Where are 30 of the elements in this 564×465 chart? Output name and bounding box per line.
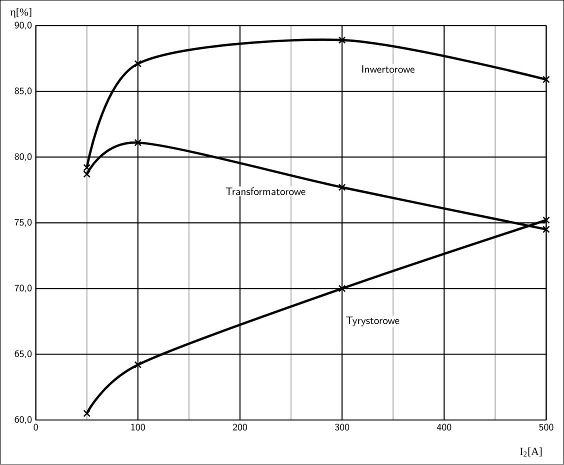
x-tick-label: 500 bbox=[539, 424, 554, 431]
point bbox=[542, 76, 550, 84]
y-tick-label: 80,0 bbox=[14, 153, 32, 162]
point bbox=[134, 60, 142, 68]
x-axis-title: I$_{2}$[A] bbox=[520, 448, 542, 457]
point bbox=[134, 139, 142, 146]
point bbox=[134, 361, 142, 369]
point bbox=[338, 184, 346, 192]
point bbox=[542, 226, 550, 234]
y-tick-label: 75,0 bbox=[14, 219, 32, 227]
x-tick-label: 400 bbox=[436, 424, 452, 431]
point bbox=[83, 170, 91, 178]
x-tick-label: 100 bbox=[131, 424, 145, 431]
y-tick-label: 90,0 bbox=[14, 22, 32, 30]
y-tick-label: 60,0 bbox=[14, 416, 32, 424]
x-tick-label: 0 bbox=[34, 424, 38, 431]
point bbox=[338, 36, 346, 44]
series-label: Transformatorowe bbox=[226, 188, 306, 196]
x-tick-label: 300 bbox=[335, 424, 350, 431]
text: Tyrystorowe bbox=[346, 316, 400, 326]
point bbox=[542, 216, 550, 224]
y-axis-title: η[%] bbox=[10, 8, 32, 18]
point bbox=[338, 285, 346, 292]
y-tick-label: 85,0 bbox=[14, 88, 32, 96]
point bbox=[83, 164, 91, 172]
point bbox=[83, 410, 91, 418]
x-tick-label: 200 bbox=[232, 424, 248, 431]
y-tick-label: 70,0 bbox=[14, 284, 32, 293]
y-tick-label: 65,0 bbox=[14, 350, 32, 358]
series-label: Inwertorowe bbox=[362, 65, 414, 73]
